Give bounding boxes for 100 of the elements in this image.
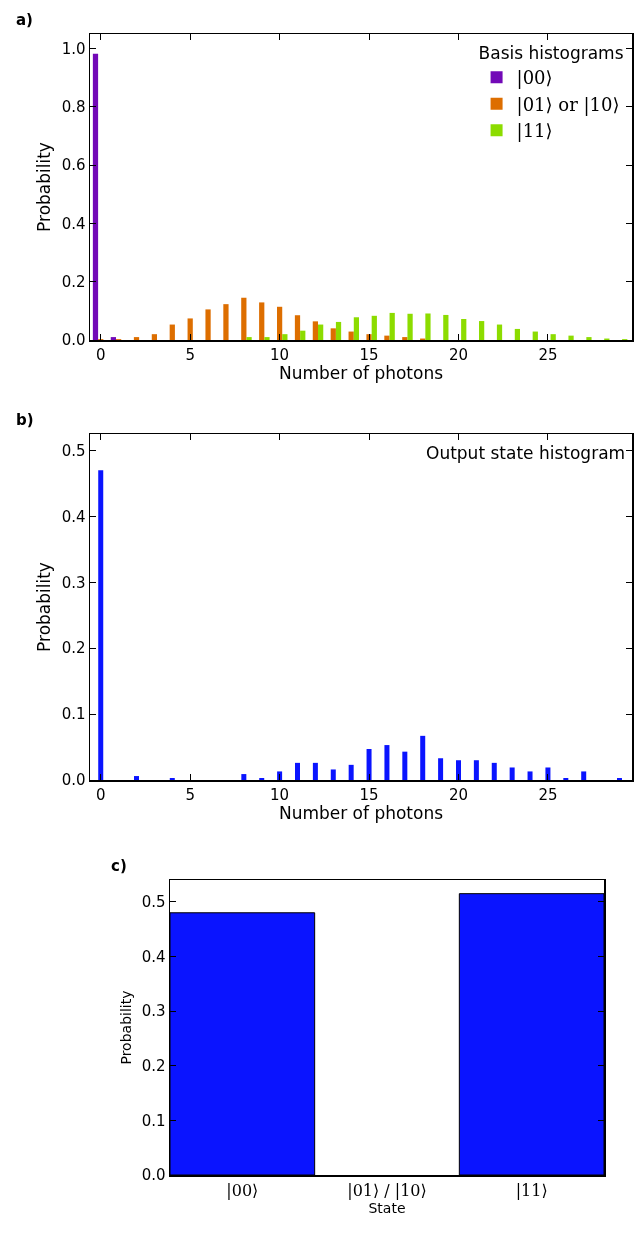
annotation: Output state histogram: [426, 443, 626, 463]
bar: [402, 337, 408, 340]
bar: [586, 337, 592, 340]
bar: [241, 774, 247, 780]
bar: [335, 321, 342, 340]
bar: [407, 313, 413, 340]
y-tick-label: 0.0: [61, 771, 86, 790]
y-axis-title: Probability: [118, 990, 135, 1065]
bar: [92, 53, 99, 340]
bar: [110, 337, 116, 340]
y-tick-label: 0.8: [61, 98, 86, 117]
bar: [133, 337, 140, 340]
bar: [282, 334, 288, 340]
text: c): [111, 857, 127, 875]
bar: [425, 313, 431, 340]
bar: [134, 776, 140, 780]
bar: [514, 328, 521, 340]
x-tick-label: 25: [538, 345, 558, 364]
y-tick-label: 0.5: [141, 893, 166, 912]
bar: [223, 304, 229, 340]
bar: [496, 324, 503, 340]
y-tick-label: 0.3: [61, 573, 86, 592]
y-tick-label: 0.4: [61, 214, 86, 233]
bar: [294, 315, 301, 340]
x-tick-label: |00⟩: [226, 1180, 259, 1200]
bar: [371, 315, 377, 340]
bar: [389, 312, 395, 340]
y-tick-label: 0.0: [61, 331, 86, 350]
x-tick-label: |01⟩ / |10⟩: [347, 1180, 427, 1200]
x-tick-label: 15: [359, 345, 379, 364]
bar: [348, 764, 354, 780]
x-tick-label: 20: [448, 785, 469, 804]
bar: [205, 309, 211, 340]
y-tick-label: 0.2: [61, 639, 86, 658]
bar: [509, 767, 515, 780]
bar: [402, 751, 408, 780]
legend-title: Basis histograms: [478, 43, 624, 64]
bar: [330, 328, 336, 340]
y-tick-label: 0.3: [141, 1002, 166, 1021]
bar: [384, 745, 390, 780]
bar: [568, 335, 574, 340]
y-tick-label: 0.0: [141, 1166, 166, 1185]
x-axis-title: Number of photons: [278, 803, 444, 824]
bar: [420, 735, 426, 780]
bar: [169, 324, 175, 340]
bar: [312, 321, 319, 340]
x-tick-label: |11⟩: [515, 1180, 548, 1200]
x-tick-label: 10: [270, 345, 290, 364]
y-tick-label: 0.1: [141, 1111, 166, 1130]
bar: [300, 330, 306, 340]
x-tick-label: 15: [359, 785, 379, 804]
y-tick-label: 0.1: [61, 705, 86, 724]
bar: [550, 334, 556, 340]
bar: [187, 318, 193, 340]
bar: [276, 306, 283, 340]
legend-label: |01⟩ or |10⟩: [516, 93, 620, 116]
text: b): [16, 411, 34, 429]
legend-label: |00⟩: [516, 67, 553, 90]
y-tick-label: 0.2: [141, 1056, 166, 1075]
x-tick-label: 20: [448, 345, 469, 364]
bar: [461, 319, 467, 340]
x-tick-label: 0: [95, 785, 106, 804]
y-tick-label: 0.2: [61, 272, 86, 291]
bar: [294, 762, 300, 780]
bar: [366, 749, 372, 780]
bar: [455, 760, 461, 780]
bar: [491, 762, 497, 780]
bar: [246, 337, 252, 340]
y-tick-label: 1.0: [61, 39, 86, 58]
x-axis-title: Number of photons: [278, 363, 444, 384]
y-tick-label: 0.4: [141, 947, 166, 966]
bar: [151, 334, 158, 340]
y-tick-label: 0.4: [61, 507, 86, 526]
x-tick-label: 25: [538, 785, 558, 804]
text: a): [16, 11, 33, 29]
x-tick-label: 5: [185, 345, 195, 364]
x-tick-label: 5: [185, 785, 195, 804]
bar: [330, 769, 336, 780]
bar: [384, 335, 390, 340]
bar: [581, 771, 587, 780]
bar: [348, 331, 354, 340]
bar: [353, 317, 360, 340]
legend-label: |11⟩: [516, 120, 553, 143]
y-axis-title: Probability: [34, 142, 55, 232]
y-axis-title: Probability: [34, 562, 55, 652]
bar: [473, 760, 479, 780]
bar: [443, 314, 449, 340]
y-tick-label: 0.5: [61, 441, 86, 460]
bar: [312, 762, 318, 780]
bar: [98, 470, 104, 780]
y-tick-label: 0.6: [61, 156, 86, 175]
bar: [259, 302, 265, 340]
bar: [527, 771, 533, 780]
bar: [264, 337, 270, 340]
bar: [479, 321, 485, 340]
bar: [318, 324, 324, 340]
bar: [438, 758, 444, 780]
x-axis-title: State: [368, 1199, 406, 1216]
bar: [532, 331, 538, 340]
bar: [241, 297, 247, 340]
